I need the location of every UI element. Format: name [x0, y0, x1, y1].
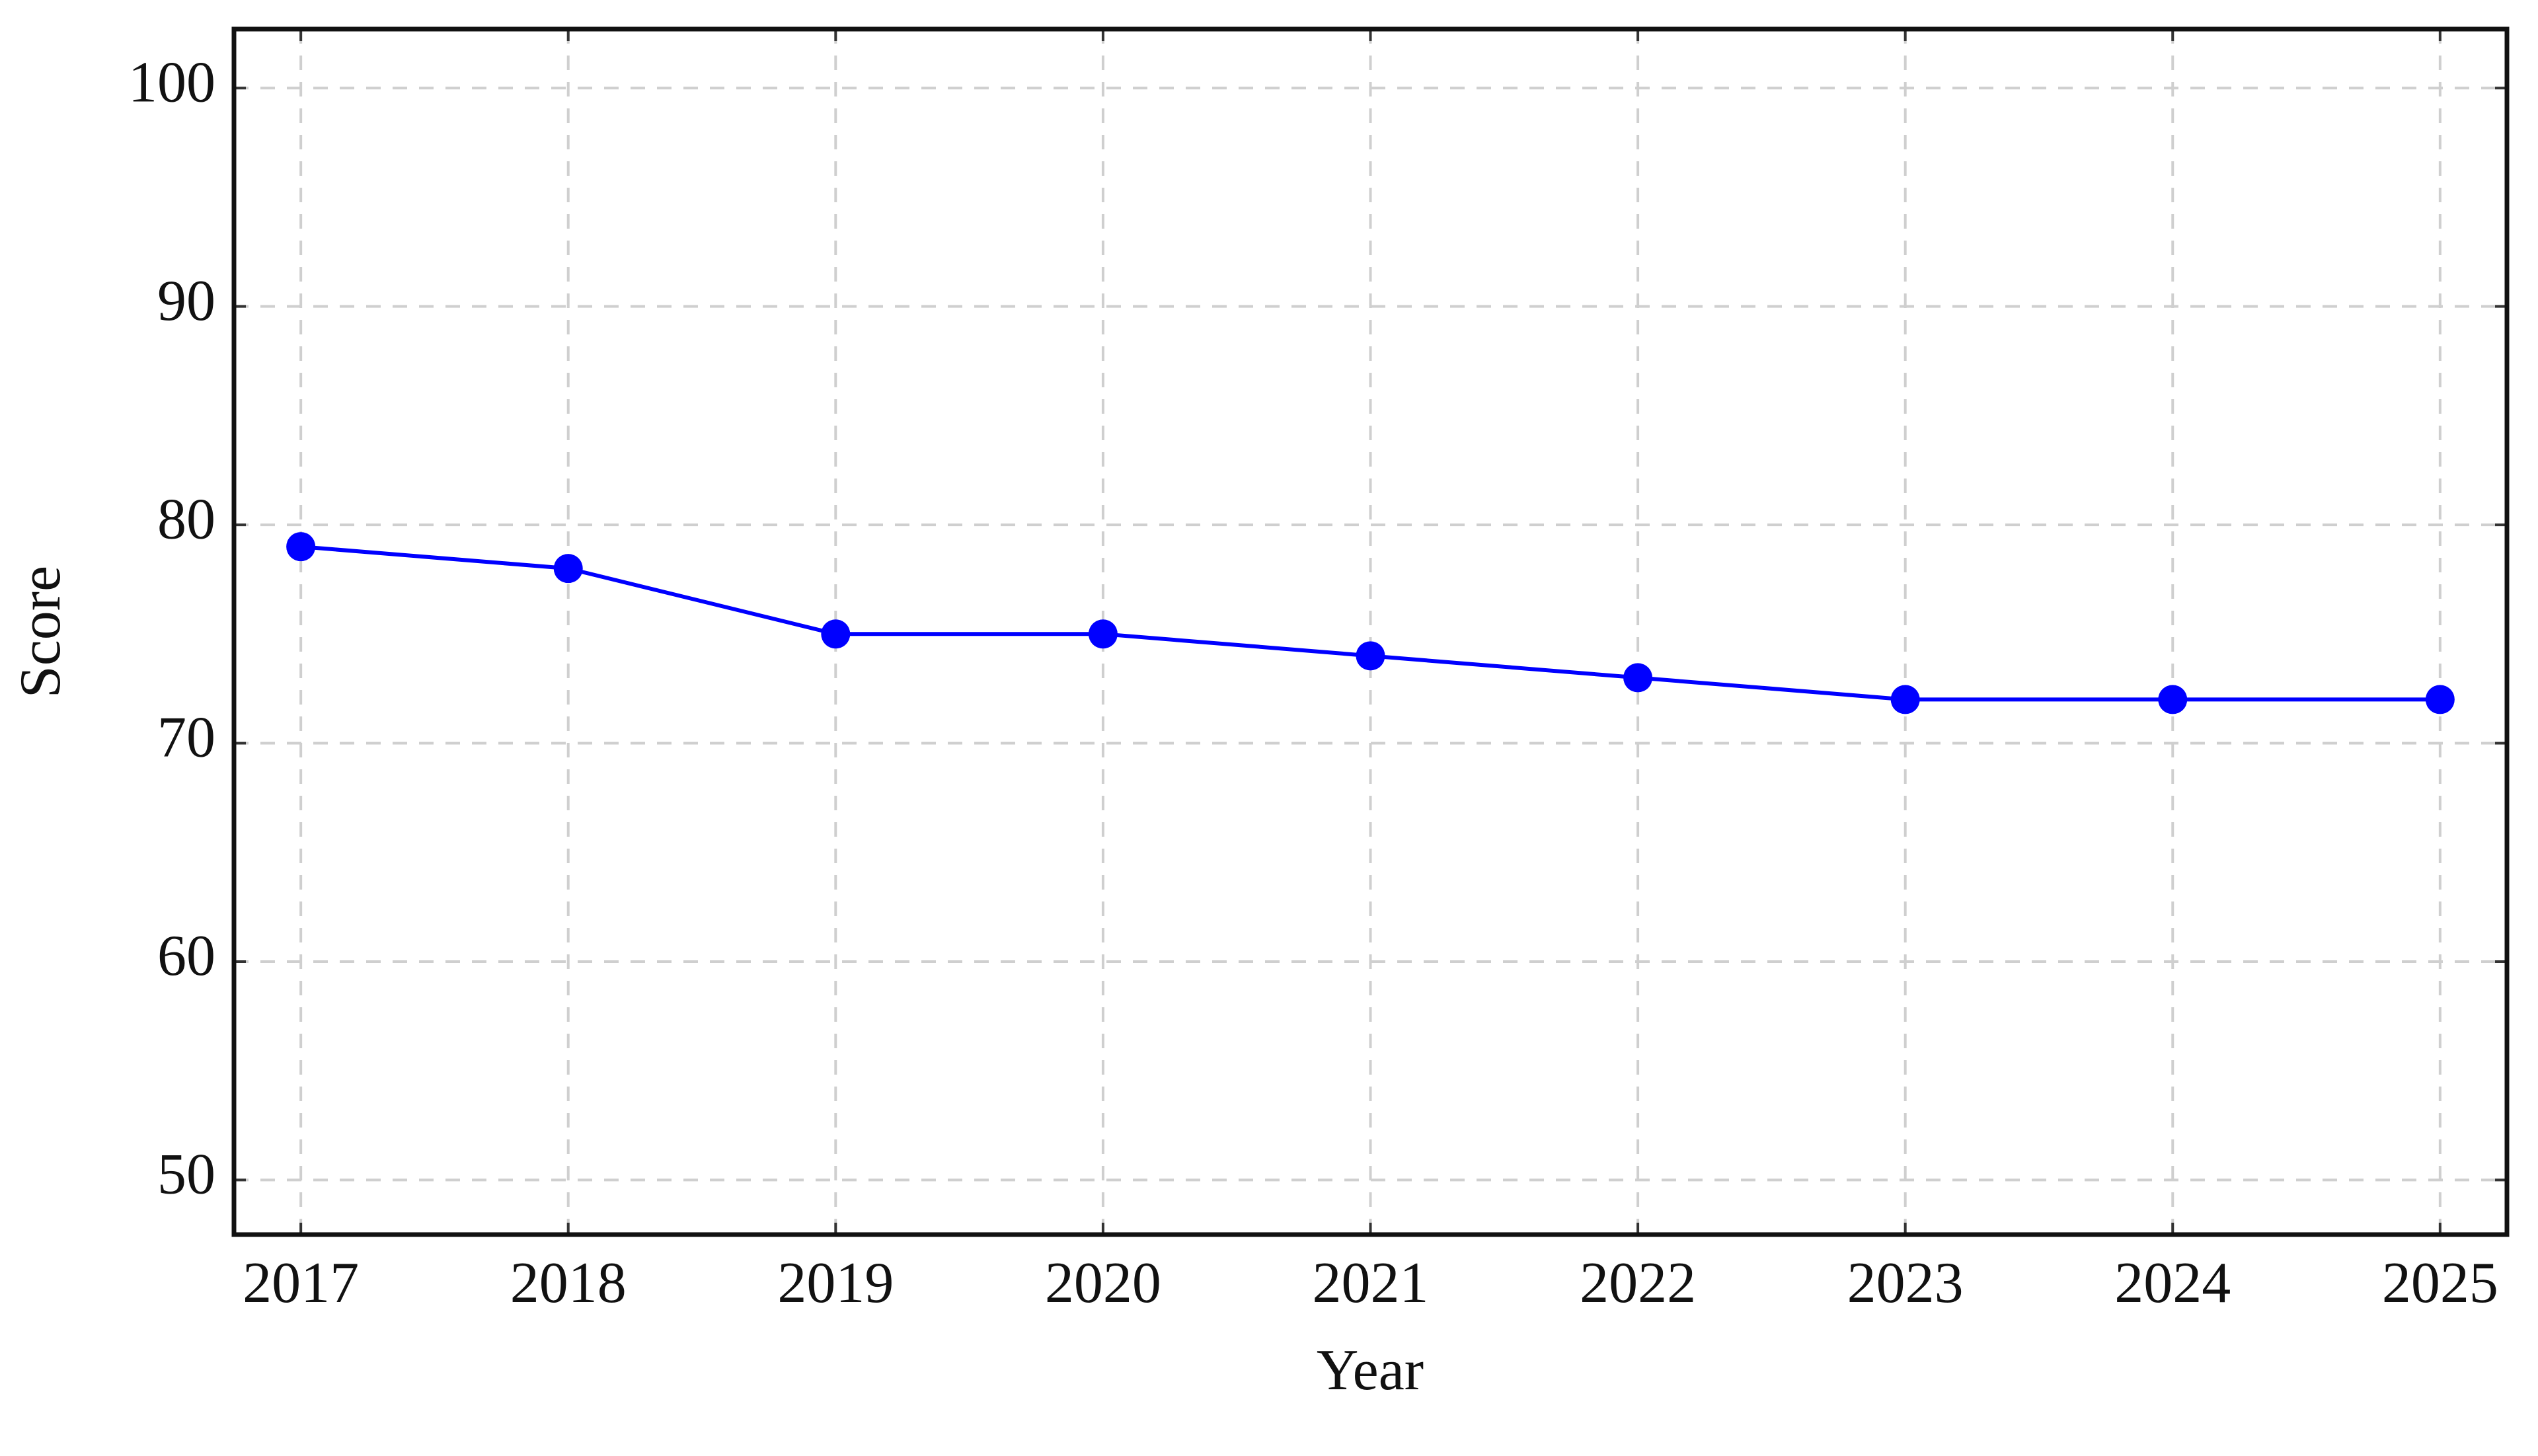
- y-axis-label: Score: [9, 566, 73, 698]
- x-tick-label: 2023: [1847, 1251, 1964, 1315]
- y-tick-label: 80: [157, 487, 215, 551]
- marker: [1356, 641, 1385, 671]
- x-tick-label: 2017: [243, 1251, 359, 1315]
- y-tick-label: 60: [157, 924, 215, 988]
- plot-frame: [231, 26, 2510, 1237]
- marker: [1890, 685, 1920, 714]
- x-tick-label: 2022: [1580, 1251, 1696, 1315]
- y-tick-label: 100: [128, 50, 215, 114]
- y-tick-label: 70: [157, 706, 215, 770]
- marker: [553, 554, 583, 584]
- x-axis-label: Year: [1317, 1338, 1424, 1402]
- marker: [2158, 685, 2188, 714]
- x-tick-label: 2020: [1045, 1251, 1161, 1315]
- x-tick-label: 2019: [777, 1251, 894, 1315]
- x-tick-label: 2024: [2114, 1251, 2231, 1315]
- marker: [286, 532, 316, 562]
- marker: [1623, 663, 1653, 693]
- marker: [821, 619, 851, 649]
- x-tick-label: 2025: [2382, 1251, 2498, 1315]
- x-tick-label: 2021: [1313, 1251, 1429, 1315]
- grid-layer: [234, 29, 2507, 1235]
- y-tick-label: 50: [157, 1143, 215, 1207]
- marker: [1088, 619, 1118, 649]
- y-tick-label: 90: [157, 269, 215, 333]
- marker: [2425, 685, 2455, 714]
- x-tick-label: 2018: [510, 1251, 627, 1315]
